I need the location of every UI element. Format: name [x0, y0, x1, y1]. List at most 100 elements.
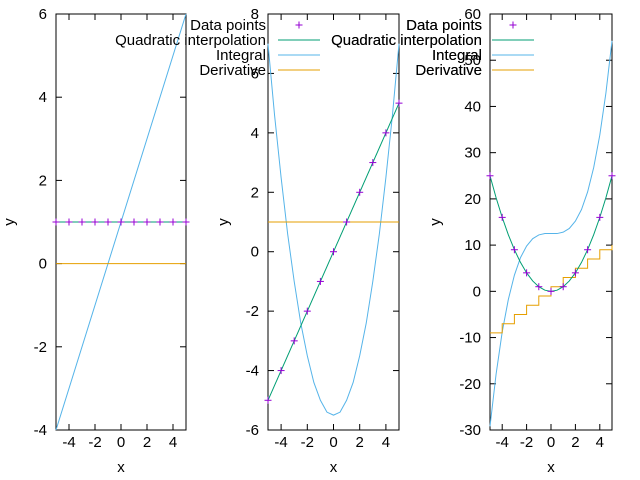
- x-tick-label: 0: [117, 434, 125, 451]
- data-point-marker: [523, 269, 531, 277]
- x-tick-label: 2: [571, 434, 579, 451]
- legend-label-quad: Quadratic interpolation: [115, 32, 266, 49]
- data-point-marker: [117, 218, 125, 226]
- y-tick-label: -20: [459, 376, 481, 393]
- x-tick-label: 2: [356, 434, 364, 451]
- data-point-marker: [91, 218, 99, 226]
- x-tick-label: -2: [520, 434, 533, 451]
- data-point-marker: [382, 129, 390, 137]
- data-point-marker: [608, 172, 616, 180]
- legend-label-data: Data points: [406, 17, 482, 34]
- legend-label-deriv: Derivative: [199, 62, 266, 79]
- data-point-marker: [559, 283, 567, 291]
- data-point-marker: [510, 246, 518, 254]
- data-point-marker: [395, 99, 403, 107]
- y-axis-label: y: [1, 218, 18, 226]
- x-tick-label: -2: [88, 434, 101, 451]
- y-tick-label: 6: [251, 65, 259, 82]
- x-tick-label: -4: [62, 434, 75, 451]
- legend-label-deriv: Derivative: [415, 62, 482, 79]
- legend-label-quad: Quadratic interpolation: [331, 32, 482, 49]
- y-tick-label: 6: [39, 6, 47, 23]
- y-tick-label: 0: [473, 283, 481, 300]
- legend-label-data: Data points: [190, 17, 266, 34]
- y-tick-label: 10: [464, 237, 481, 254]
- data-point-marker: [52, 218, 60, 226]
- data-point-marker: [104, 218, 112, 226]
- data-point-marker: [290, 337, 298, 345]
- data-point-marker: [369, 159, 377, 167]
- data-point-marker: [264, 396, 272, 404]
- data-point-marker: [143, 218, 151, 226]
- data-point-marker: [596, 213, 604, 221]
- x-axis-label: x: [547, 459, 555, 476]
- data-point-marker: [356, 188, 364, 196]
- data-point-marker: [65, 218, 73, 226]
- data-point-marker: [182, 218, 190, 226]
- y-tick-label: 20: [464, 191, 481, 208]
- data-point-marker: [78, 218, 86, 226]
- data-point-marker: [343, 218, 351, 226]
- y-tick-label: 50: [464, 52, 481, 69]
- y-tick-label: -2: [246, 303, 259, 320]
- x-tick-label: 2: [143, 434, 151, 451]
- x-tick-label: -2: [301, 434, 314, 451]
- x-tick-label: 4: [596, 434, 604, 451]
- y-tick-label: 30: [464, 145, 481, 162]
- data-point-marker: [498, 213, 506, 221]
- x-axis-label: x: [117, 459, 125, 476]
- x-tick-label: 0: [329, 434, 337, 451]
- y-tick-label: 0: [39, 256, 47, 273]
- y-tick-label: 4: [39, 89, 47, 106]
- plot-frame: [489, 13, 613, 431]
- y-tick-label: 2: [39, 172, 47, 189]
- y-tick-label: 4: [251, 125, 259, 142]
- y-tick-label: -6: [246, 422, 259, 439]
- x-axis-label: x: [330, 459, 338, 476]
- series-line-deriv: [490, 245, 613, 334]
- y-tick-label: -4: [34, 422, 47, 439]
- x-tick-label: -4: [496, 434, 509, 451]
- data-point-marker: [169, 218, 177, 226]
- legend-label-quad: Quadratic interpolation: [331, 32, 482, 49]
- series-line-integral: [267, 43, 400, 416]
- y-tick-label: -2: [34, 339, 47, 356]
- x-tick-label: 0: [547, 434, 555, 451]
- y-tick-label: -10: [459, 330, 481, 347]
- legend-label-integral: Integral: [216, 47, 266, 64]
- y-tick-label: -4: [246, 363, 259, 380]
- y-tick-label: -30: [459, 422, 481, 439]
- y-axis-label: y: [215, 218, 232, 226]
- y-tick-label: 0: [251, 244, 259, 261]
- y-tick-label: 40: [464, 98, 481, 115]
- legend-sample-data: [295, 21, 303, 29]
- data-point-marker: [303, 307, 311, 315]
- data-point-marker: [584, 246, 592, 254]
- y-tick-label: 60: [464, 6, 481, 23]
- legend-label-integral: Integral: [432, 47, 482, 64]
- x-tick-label: -4: [274, 434, 287, 451]
- legend-sample-data: [509, 21, 517, 29]
- data-point-marker: [130, 218, 138, 226]
- data-point-marker: [547, 287, 555, 295]
- data-point-marker: [535, 283, 543, 291]
- data-point-marker: [486, 172, 494, 180]
- data-point-marker: [571, 269, 579, 277]
- x-tick-label: 4: [169, 434, 177, 451]
- y-tick-label: 2: [251, 184, 259, 201]
- legend-label-data: Data points: [406, 17, 482, 34]
- legend-label-integral: Integral: [432, 47, 482, 64]
- data-point-marker: [330, 248, 337, 256]
- legend-label-deriv: Derivative: [415, 62, 482, 79]
- data-point-marker: [316, 277, 324, 285]
- y-tick-label: 8: [251, 6, 259, 23]
- series-line-integral: [489, 40, 613, 427]
- data-point-marker: [277, 367, 285, 375]
- data-point-marker: [156, 218, 164, 226]
